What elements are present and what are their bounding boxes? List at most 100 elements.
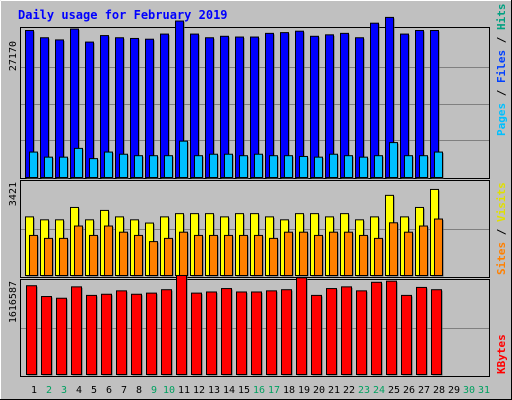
sites-bar-16 bbox=[254, 234, 264, 277]
sites-bar-23 bbox=[359, 234, 369, 277]
sites-bar-25 bbox=[389, 222, 399, 277]
files-bar-19-fill bbox=[299, 155, 308, 179]
legend-pages: Pages bbox=[495, 103, 508, 136]
files-bar-23 bbox=[359, 156, 369, 179]
sites-bar-2 bbox=[44, 237, 54, 277]
sites-bar-8 bbox=[134, 234, 144, 277]
day-label-9: 9 bbox=[151, 385, 157, 396]
files-bar-7 bbox=[119, 153, 129, 179]
files-bar-22 bbox=[344, 155, 354, 179]
sites-bar-14-fill bbox=[224, 234, 233, 276]
kbytes-bar-12 bbox=[191, 292, 203, 376]
files-bar-28 bbox=[434, 151, 444, 179]
sites-bar-8-fill bbox=[134, 234, 143, 276]
files-bar-25-fill bbox=[389, 142, 398, 179]
kbytes-bar-7-fill bbox=[116, 290, 127, 375]
kbytes-bar-14-fill bbox=[221, 288, 232, 375]
kbytes-bar-2 bbox=[41, 296, 53, 376]
kbytes-max-label: 1616587 bbox=[8, 281, 19, 323]
visits-max-label: 3421 bbox=[8, 182, 19, 206]
legend-separator-3: / bbox=[495, 222, 508, 242]
kbytes-bar-15 bbox=[236, 291, 248, 376]
day-label-3: 3 bbox=[61, 385, 67, 396]
kbytes-bar-13-fill bbox=[206, 291, 217, 375]
day-label-6: 6 bbox=[106, 385, 112, 396]
files-bar-8 bbox=[134, 155, 144, 179]
files-bar-9-fill bbox=[149, 155, 158, 178]
sites-bar-19 bbox=[299, 231, 309, 277]
kbytes-bar-15-fill bbox=[236, 291, 247, 375]
sites-bar-2-fill bbox=[44, 237, 53, 276]
kbytes-bar-11 bbox=[176, 274, 188, 376]
kbytes-bar-5 bbox=[86, 294, 98, 376]
day-label-20: 20 bbox=[313, 385, 325, 396]
hits-bar-19-fill bbox=[295, 30, 304, 178]
kbytes-bar-26 bbox=[401, 294, 413, 376]
files-bar-3 bbox=[59, 156, 69, 179]
files-bar-19 bbox=[299, 155, 309, 179]
day-label-11: 11 bbox=[178, 385, 190, 396]
files-bar-8-fill bbox=[134, 155, 143, 178]
day-label-28: 28 bbox=[433, 385, 445, 396]
kbytes-bar-21 bbox=[326, 288, 338, 376]
kbytes-bar-23-fill bbox=[356, 290, 367, 375]
files-bar-23-fill bbox=[359, 156, 368, 178]
kbytes-bar-6-fill bbox=[101, 293, 112, 375]
kbytes-bar-28-fill bbox=[431, 289, 442, 375]
kbytes-bar-8 bbox=[131, 293, 143, 376]
kbytes-bar-4-fill bbox=[71, 286, 82, 376]
files-bar-28-fill bbox=[434, 151, 443, 178]
sites-bar-16-fill bbox=[254, 234, 263, 276]
sites-bar-18-fill bbox=[284, 231, 293, 276]
sites-bar-6-fill bbox=[104, 225, 113, 277]
sites-bar-1 bbox=[29, 234, 39, 277]
files-bar-14 bbox=[224, 153, 234, 179]
files-bar-1 bbox=[29, 151, 39, 179]
sites-bar-5-fill bbox=[89, 234, 98, 276]
sites-bar-12-fill bbox=[194, 234, 203, 276]
day-label-2: 2 bbox=[46, 385, 52, 396]
day-label-26: 26 bbox=[403, 385, 415, 396]
sites-bar-3-fill bbox=[59, 237, 68, 276]
sites-bar-22 bbox=[344, 231, 354, 277]
files-bar-4 bbox=[74, 147, 84, 179]
hits-legend: Pages / Files / Hits bbox=[495, 4, 508, 137]
sites-bar-5 bbox=[89, 234, 99, 277]
kbytes-bar-4 bbox=[71, 286, 83, 376]
kbytes-bar-20 bbox=[311, 294, 323, 376]
legend-hits: Hits bbox=[495, 4, 508, 31]
files-bar-14-fill bbox=[224, 153, 233, 178]
files-bar-6-fill bbox=[104, 151, 113, 178]
day-label-19: 19 bbox=[298, 385, 310, 396]
kbytes-bar-17 bbox=[266, 290, 278, 376]
files-bar-22-fill bbox=[344, 155, 353, 178]
kbytes-bar-9 bbox=[146, 292, 158, 376]
sites-bar-11 bbox=[179, 231, 189, 277]
files-bar-2 bbox=[44, 156, 54, 179]
kbytes-bar-19-fill bbox=[296, 277, 307, 375]
kbytes-bar-3-fill bbox=[56, 297, 67, 375]
sites-bar-9-fill bbox=[149, 241, 158, 277]
files-bar-13 bbox=[209, 153, 219, 179]
day-label-7: 7 bbox=[121, 385, 127, 396]
kbytes-bar-9-fill bbox=[146, 292, 157, 376]
kbytes-bar-3 bbox=[56, 297, 68, 376]
sites-bar-26 bbox=[404, 231, 414, 277]
sites-bar-3 bbox=[59, 237, 69, 277]
sites-bar-9 bbox=[149, 241, 159, 277]
sites-bar-11-fill bbox=[179, 231, 188, 276]
files-bar-18 bbox=[284, 155, 294, 179]
day-label-18: 18 bbox=[283, 385, 295, 396]
files-bar-20 bbox=[314, 156, 324, 179]
files-bar-15 bbox=[239, 155, 249, 179]
kbytes-bar-5-fill bbox=[86, 294, 97, 376]
files-bar-25 bbox=[389, 142, 399, 179]
legend-separator-2: / bbox=[495, 30, 508, 50]
kbytes-bar-24 bbox=[371, 281, 383, 376]
files-bar-17-fill bbox=[269, 155, 278, 178]
hits-max-label: 27170 bbox=[8, 41, 19, 71]
sites-bar-7 bbox=[119, 231, 129, 277]
sites-bar-25-fill bbox=[389, 222, 398, 276]
kbytes-bar-11-fill bbox=[176, 274, 187, 375]
day-label-8: 8 bbox=[136, 385, 142, 396]
